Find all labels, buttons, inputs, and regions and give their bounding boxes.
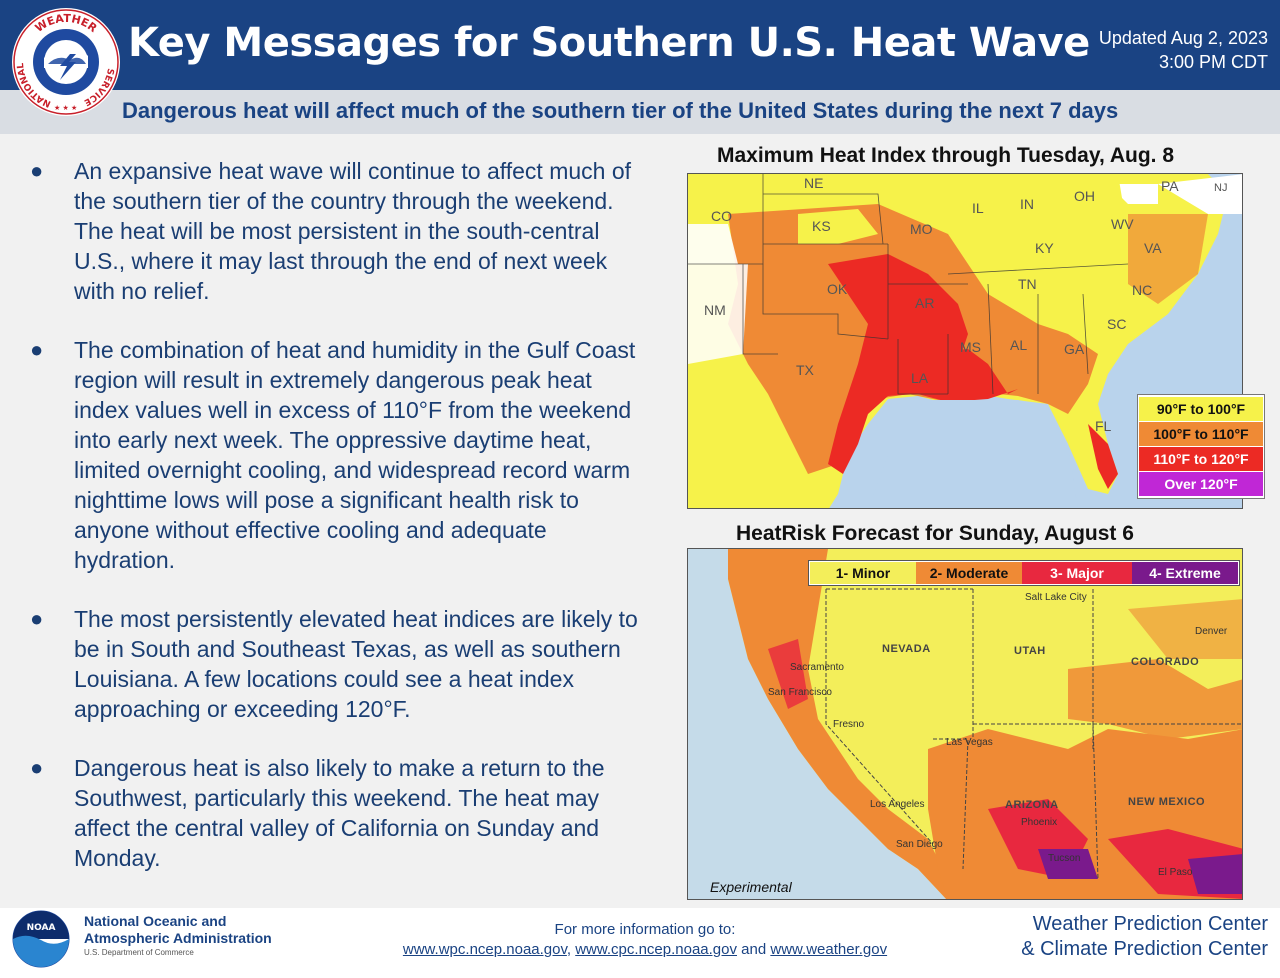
subtitle-bar xyxy=(0,90,1280,134)
more-info-links: www.wpc.ncep.noaa.gov, www.cpc.ncep.noaa… xyxy=(402,941,888,958)
city-label: Phoenix xyxy=(1021,817,1058,828)
bullet-icon: ● xyxy=(30,755,44,780)
state-label: KS xyxy=(812,218,831,234)
heatrisk-map-image xyxy=(688,549,1242,899)
heatrisk-legend: 1- Minor 2- Moderate 3- Major 4- Extreme xyxy=(808,560,1240,586)
more-info: For more information go to: www.wpc.ncep… xyxy=(380,920,910,960)
page-subtitle: Dangerous heat will affect much of the s… xyxy=(122,98,1119,123)
state-label: WV xyxy=(1111,216,1134,232)
state-label: UTAH xyxy=(1014,645,1046,657)
nws-logo: WEATHER NATIONAL SERVICE ★ ★ ★ xyxy=(12,8,120,116)
city-label: Los Angeles xyxy=(870,799,925,810)
cpc-link[interactable]: www.cpc.ncep.noaa.gov xyxy=(575,941,737,958)
legend-item-100-110: 100°F to 110°F xyxy=(1139,422,1263,446)
heat-index-legend: 90°F to 100°F 100°F to 110°F 110°F to 12… xyxy=(1137,394,1265,499)
city-label: Denver xyxy=(1195,626,1228,637)
state-label: CO xyxy=(711,208,732,224)
state-label: OK xyxy=(827,281,848,297)
state-label: NEW MEXICO xyxy=(1128,796,1206,808)
center-wpc: Weather Prediction Center xyxy=(1032,913,1268,935)
state-label: FL xyxy=(1095,418,1112,434)
updated-date: Updated Aug 2, 2023 xyxy=(1098,28,1268,48)
noaa-logo-text: NOAA xyxy=(27,923,56,933)
state-label: NE xyxy=(804,175,824,191)
heatrisk-map-title: HeatRisk Forecast for Sunday, August 6 xyxy=(736,522,1134,545)
state-label: VA xyxy=(1144,240,1162,256)
key-message: ● The most persistently elevated heat ind… xyxy=(30,606,638,722)
city-label: San Diego xyxy=(896,839,943,850)
state-label: PA xyxy=(1161,178,1179,194)
city-label: Sacramento xyxy=(790,662,844,673)
state-label: ARIZONA xyxy=(1005,799,1059,811)
city-label: Tucson xyxy=(1048,853,1081,864)
state-label: NM xyxy=(704,302,726,318)
state-label: NC xyxy=(1132,282,1153,298)
centers-credit: Weather Prediction Center & Climate Pred… xyxy=(1021,912,1268,962)
city-label: San Francisco xyxy=(768,687,832,698)
header-bar xyxy=(0,0,1280,90)
state-label: SC xyxy=(1107,316,1127,332)
state-label: TN xyxy=(1018,276,1037,292)
legend-item-90-100: 90°F to 100°F xyxy=(1139,397,1263,421)
state-label: MS xyxy=(960,339,981,355)
bullet-icon: ● xyxy=(30,606,44,631)
state-label: AR xyxy=(915,295,935,311)
heatrisk-map: NEVADA UTAH COLORADO ARIZONA NEW MEXICO … xyxy=(687,548,1243,900)
logo-star-icon: ★ ★ ★ xyxy=(54,104,77,112)
state-label: TX xyxy=(796,362,814,378)
more-info-label: For more information go to: xyxy=(554,921,736,938)
key-message: ● Dangerous heat is also likely to make a… xyxy=(30,755,605,871)
city-label: Las Vegas xyxy=(946,737,993,748)
state-label: IL xyxy=(972,200,984,216)
city-label: Salt Lake City xyxy=(1025,592,1087,603)
state-label: MO xyxy=(910,221,933,237)
city-label: Fresno xyxy=(833,719,865,730)
noaa-logo: NOAA xyxy=(12,910,70,968)
experimental-note: Experimental xyxy=(710,879,792,895)
noaa-name: National Oceanic and Atmospheric Adminis… xyxy=(84,913,272,946)
center-cpc: & Climate Prediction Center xyxy=(1021,938,1268,960)
page-title: Key Messages for Southern U.S. Heat Wave xyxy=(128,20,1090,66)
heat-index-map-title: Maximum Heat Index through Tuesday, Aug.… xyxy=(717,144,1175,167)
state-label: KY xyxy=(1035,240,1054,256)
bullet-icon: ● xyxy=(30,337,44,362)
weather-gov-link[interactable]: www.weather.gov xyxy=(770,941,888,958)
state-label: NJ xyxy=(1214,182,1228,194)
updated-time: 3:00 PM CDT xyxy=(1158,52,1268,72)
legend-item-moderate: 2- Moderate xyxy=(916,562,1022,584)
legend-item-minor: 1- Minor xyxy=(810,562,916,584)
state-label: NEVADA xyxy=(882,643,931,655)
state-label: AL xyxy=(1010,337,1028,353)
city-label: El Paso xyxy=(1158,867,1193,878)
legend-item-major: 3- Major xyxy=(1022,562,1132,584)
bullet-icon: ● xyxy=(30,158,44,183)
wpc-link[interactable]: www.wpc.ncep.noaa.gov xyxy=(402,941,567,958)
key-messages-list: ● An expansive heat wave will continue to… xyxy=(28,156,648,902)
state-label: GA xyxy=(1064,341,1085,357)
legend-item-extreme: 4- Extreme xyxy=(1132,562,1238,584)
state-label: IN xyxy=(1020,196,1034,212)
legend-item-over-120: Over 120°F xyxy=(1139,472,1263,496)
state-label: LA xyxy=(911,370,929,386)
key-message: ● An expansive heat wave will continue to… xyxy=(30,158,632,304)
footer xyxy=(0,908,1280,978)
updated-timestamp: Updated Aug 2, 2023 3:00 PM CDT xyxy=(1099,26,1268,74)
noaa-dept: U.S. Department of Commerce xyxy=(84,948,194,957)
key-message: ● The combination of heat and humidity in… xyxy=(30,337,636,573)
state-label: OH xyxy=(1074,188,1095,204)
legend-item-110-120: 110°F to 120°F xyxy=(1139,447,1263,471)
state-label: COLORADO xyxy=(1131,656,1200,668)
